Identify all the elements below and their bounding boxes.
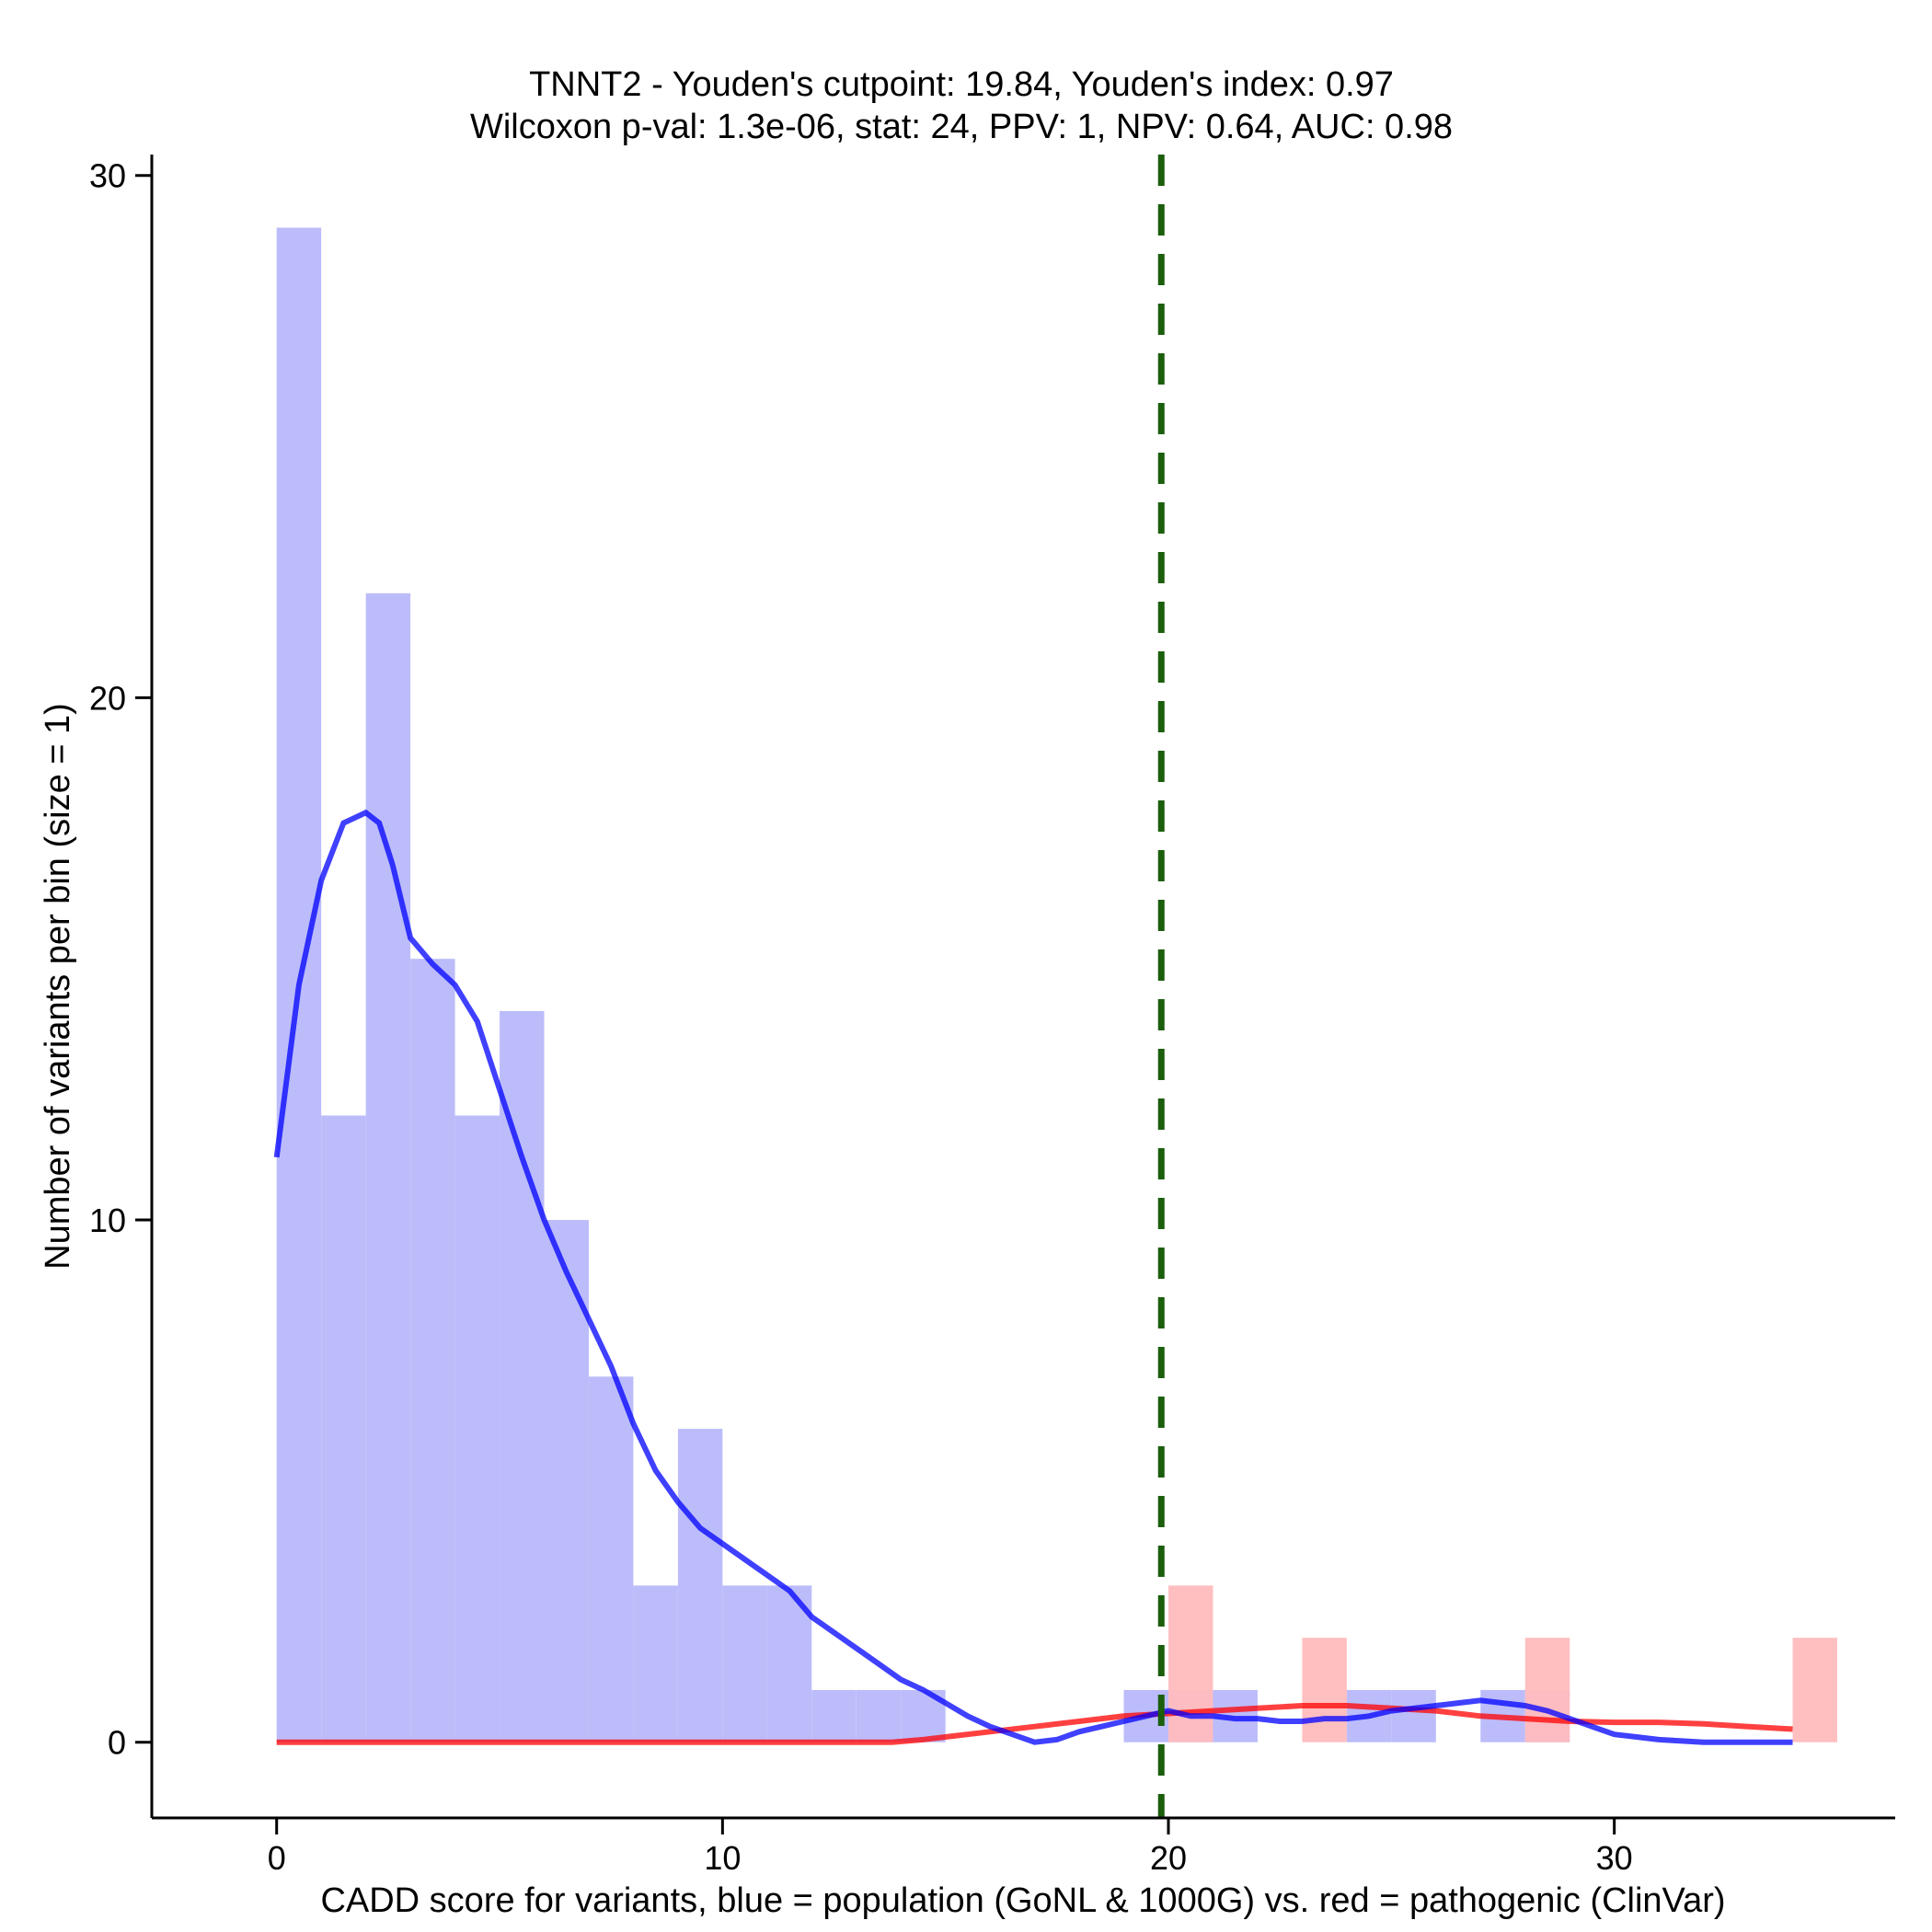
population-bar [544,1220,589,1742]
chart-title: TNNT2 - Youden's cutpoint: 19.84, Youden… [529,65,1394,104]
x-tick-label: 0 [268,1839,286,1877]
x-tick-label: 30 [1596,1839,1633,1877]
y-axis-title: Number of variants per bin (size = 1) [39,703,77,1270]
y-tick-label: 0 [108,1724,126,1762]
chart-subtitle: Wilcoxon p-val: 1.3e-06, stat: 24, PPV: … [470,108,1453,146]
y-tick-label: 20 [89,679,126,717]
population-bar [365,592,411,1742]
pathogenic-bar [1302,1638,1347,1742]
y-tick-label: 10 [89,1202,126,1239]
population-bar [722,1585,767,1742]
population-bar [1391,1689,1436,1742]
population-bar [410,959,455,1742]
population-density-line [273,809,1793,1745]
y-ticks: 0 10 20 30 [89,157,152,1762]
population-bar [500,1010,545,1742]
population-bar [811,1689,857,1742]
pathogenic-bar [1792,1638,1837,1742]
x-tick-label: 10 [704,1839,741,1877]
x-ticks: 0 10 20 30 [268,1818,1633,1877]
population-bar [677,1429,723,1742]
population-bar [856,1689,902,1742]
population-bar [321,1115,366,1742]
x-axis-title: CADD score for variants, blue = populati… [320,1881,1725,1920]
pathogenic-bar [1524,1638,1570,1742]
population-bar [633,1585,678,1742]
y-tick-label: 30 [89,157,126,195]
x-tick-label: 20 [1150,1839,1187,1877]
pathogenic-density-line [276,1703,1793,1745]
population-bar [588,1376,634,1742]
population-bar [454,1115,500,1742]
population-bars [276,227,1570,1742]
